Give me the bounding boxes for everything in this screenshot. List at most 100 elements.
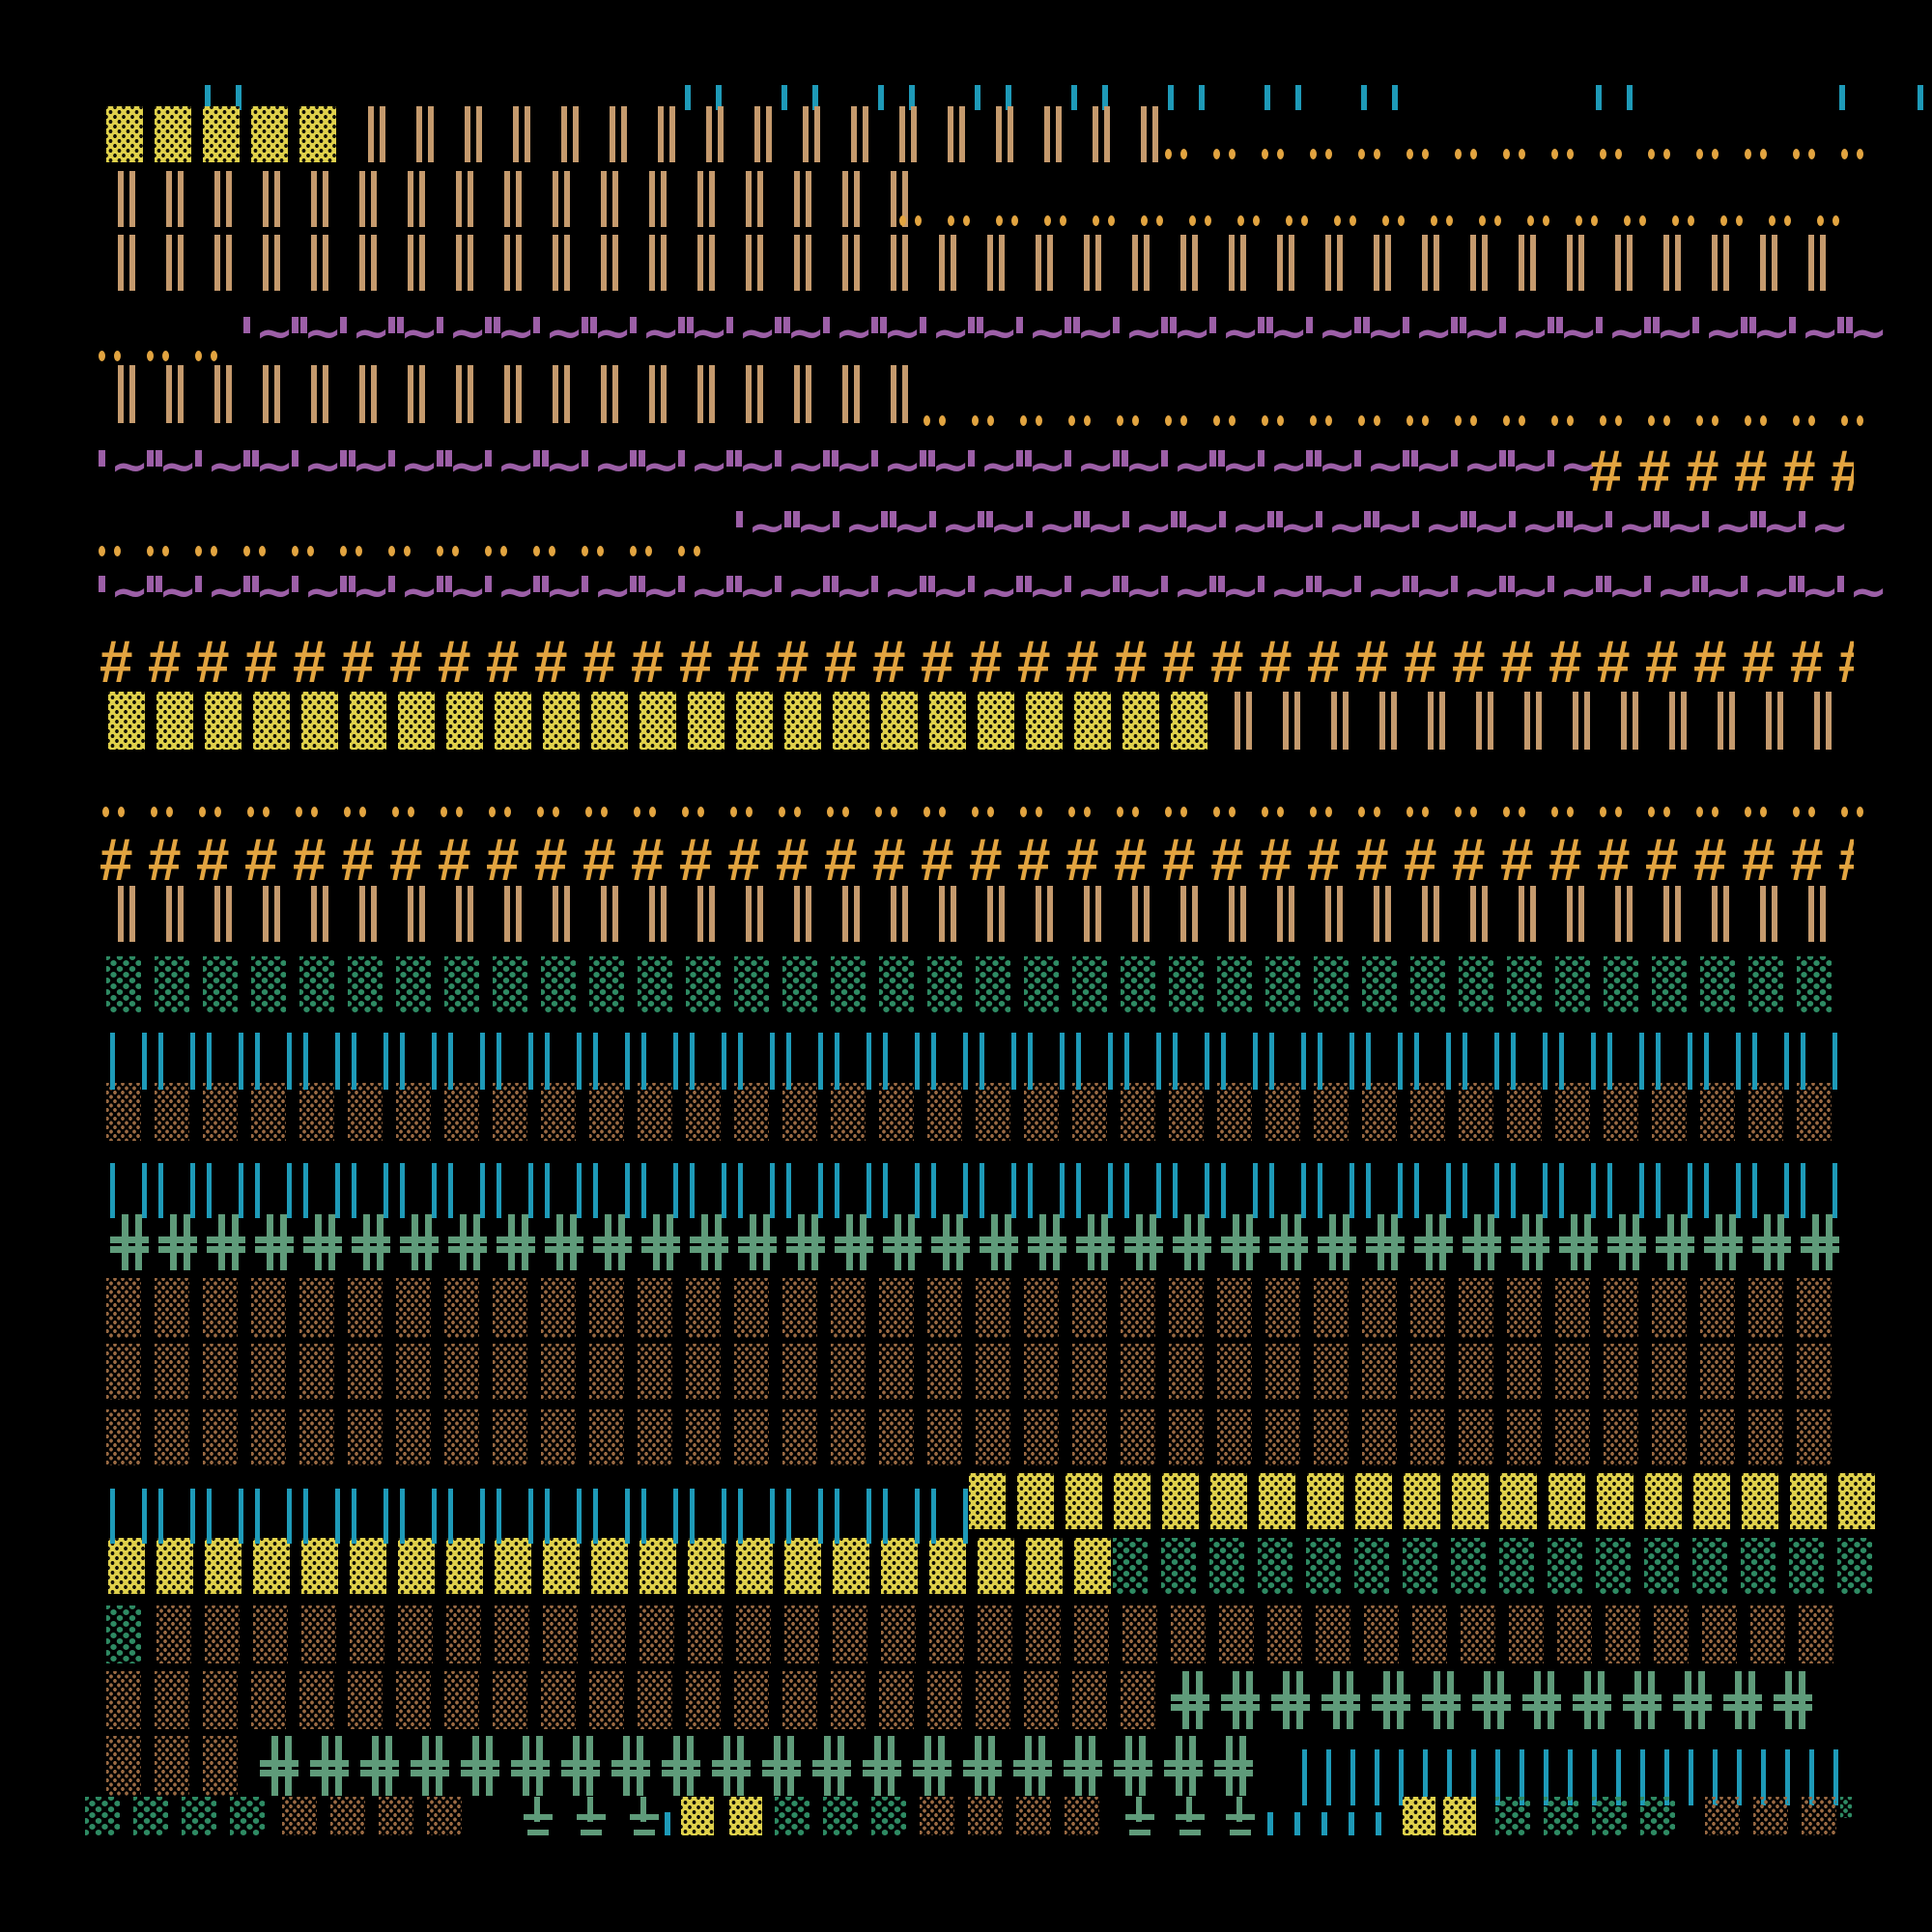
bar — [649, 171, 655, 227]
glyph-brown — [1074, 1605, 1109, 1663]
bar — [1306, 450, 1313, 467]
bar — [1530, 235, 1536, 291]
bar — [129, 171, 135, 227]
bar — [794, 886, 800, 942]
bar — [1214, 1770, 1253, 1776]
bar — [1060, 215, 1066, 226]
bar — [1543, 1033, 1548, 1090]
glyph-brown — [976, 1671, 1010, 1729]
bar — [1808, 235, 1814, 291]
bar — [1095, 886, 1101, 942]
bar — [1857, 807, 1863, 817]
glyph-green — [1265, 956, 1300, 1012]
bar — [1047, 235, 1053, 291]
bar — [129, 365, 135, 423]
glyph-brown — [446, 1605, 481, 1663]
bar — [1132, 415, 1139, 426]
glyph-brown — [251, 1083, 286, 1141]
bar — [1548, 576, 1554, 592]
glyph-yellow — [591, 692, 628, 750]
bar — [448, 1489, 453, 1544]
bar — [1318, 1246, 1356, 1253]
tilde-icon: ~ — [303, 450, 343, 491]
glyph-brownS — [920, 1797, 954, 1835]
glyph-tickS — [1267, 1812, 1273, 1835]
bar — [1189, 215, 1196, 226]
bar — [697, 886, 703, 942]
bar — [770, 1163, 775, 1218]
bar — [951, 886, 956, 942]
glyph-hash: # — [1259, 640, 1293, 685]
bar — [162, 351, 169, 361]
bar — [527, 1830, 549, 1835]
tilde-icon: ~ — [352, 450, 391, 491]
bar — [226, 235, 232, 291]
bar — [1065, 450, 1071, 467]
bar — [397, 317, 404, 333]
bar — [1403, 576, 1409, 592]
bar — [497, 1236, 535, 1243]
bar — [1793, 149, 1800, 159]
bar — [1350, 1033, 1354, 1090]
glyph-tickS — [1376, 1812, 1381, 1835]
bar — [835, 1163, 839, 1218]
glyph-brown — [1121, 1409, 1155, 1465]
bar — [977, 317, 983, 333]
bar — [1522, 1704, 1561, 1711]
bar — [243, 576, 250, 592]
glyph-line — [1785, 1749, 1790, 1805]
bar — [1179, 511, 1186, 527]
glyph-brown — [1169, 1344, 1204, 1400]
glyph-brown — [106, 1671, 141, 1729]
glyph-green — [927, 956, 962, 1012]
glyph-sagecross — [1219, 1671, 1262, 1729]
bar — [1519, 886, 1524, 942]
glyph-brown — [1700, 1409, 1735, 1465]
bar — [661, 365, 667, 423]
bar — [335, 1163, 340, 1218]
bar — [1315, 576, 1321, 592]
bar — [1363, 317, 1370, 333]
bar — [963, 1770, 1002, 1776]
glyph-line — [1350, 1749, 1355, 1805]
bar — [931, 1163, 936, 1218]
bar — [823, 317, 830, 333]
bar — [1064, 1760, 1102, 1767]
glyph-brown — [1507, 1278, 1542, 1338]
bar — [1180, 415, 1187, 426]
glyph-green — [782, 956, 817, 1012]
bar — [1760, 149, 1767, 159]
tilde-icon: ~ — [1231, 500, 1270, 554]
glyph-brown — [299, 1409, 334, 1465]
glyph-green — [1652, 956, 1687, 1012]
bar — [1026, 511, 1033, 527]
glyph-brown — [1121, 1083, 1155, 1141]
bar — [1837, 317, 1844, 333]
glyph-hash: # — [1065, 838, 1099, 883]
glyph-brown — [1748, 1409, 1783, 1465]
tilde-icon: ~ — [1801, 306, 1840, 360]
bar — [1760, 235, 1766, 291]
glyph-green — [1410, 956, 1445, 1012]
glyph-yellow — [639, 1538, 676, 1594]
glyph-brown — [106, 1409, 141, 1465]
glyph-green — [251, 956, 286, 1012]
bar — [757, 171, 763, 227]
glyph-hash: # — [1597, 640, 1631, 685]
glyph-sagecross — [861, 1736, 903, 1796]
bar — [610, 106, 615, 162]
bar — [871, 450, 878, 467]
bar — [274, 171, 280, 227]
tilde-icon: ~ — [1124, 450, 1164, 491]
tilde-icon: ~ — [1559, 565, 1599, 619]
glyph-brown — [299, 1278, 334, 1338]
glyph-line — [1399, 1749, 1404, 1805]
bar — [1171, 511, 1178, 527]
bar — [1750, 511, 1757, 527]
glyph-yellow — [1026, 692, 1063, 750]
bar — [1801, 1163, 1805, 1218]
pattern-band-15 — [0, 1033, 1932, 1090]
glyph-brown — [1314, 1278, 1349, 1338]
glyph-brown — [203, 1344, 238, 1400]
bar — [1093, 215, 1099, 226]
